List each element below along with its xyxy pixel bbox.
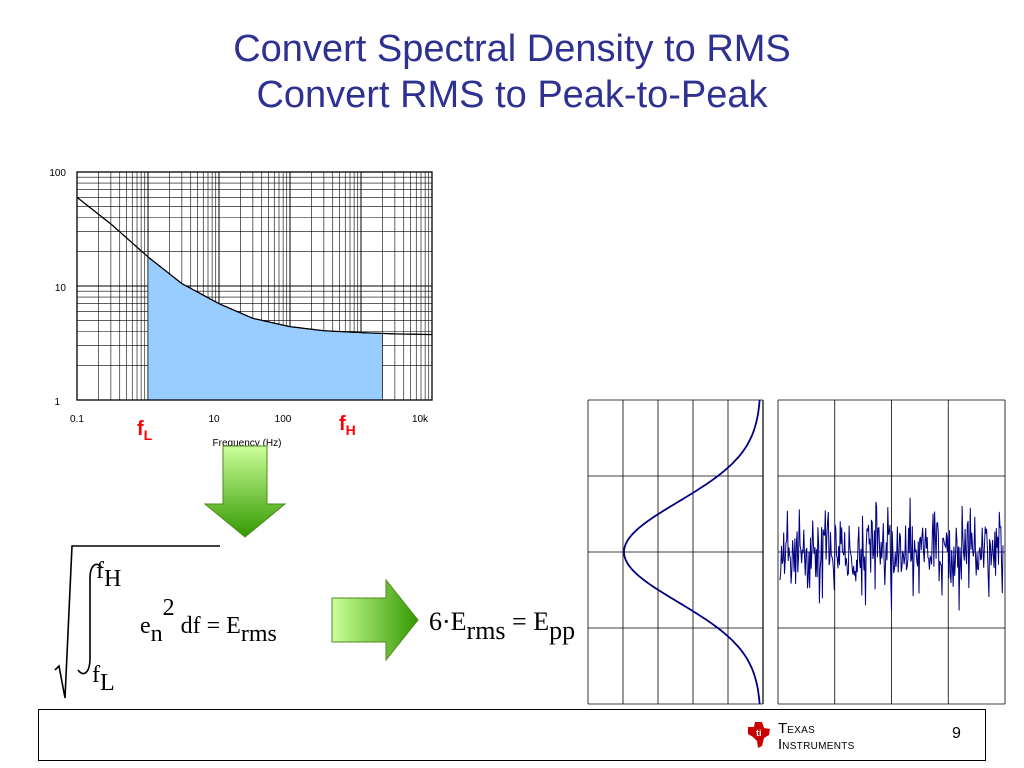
y-tick-label-10: 10	[55, 283, 67, 294]
integral-sign-icon	[77, 563, 103, 675]
footer-bar	[38, 709, 986, 761]
gaussian-curve	[623, 399, 761, 705]
page-number: 9	[952, 725, 961, 742]
sqrt-sign-icon	[54, 545, 220, 699]
noise-density-chart: 100 10 1 0.1 10 100 10k Frequency (Hz) f…	[49, 168, 433, 449]
svg-text:ti: ti	[756, 728, 762, 738]
noise-grid	[777, 399, 1006, 705]
f-low-label: fL	[137, 418, 153, 443]
x-tick-label-100: 100	[275, 414, 292, 425]
texas-instruments-logo-icon: ti	[748, 722, 770, 748]
y-tick-label-1: 1	[54, 397, 60, 408]
integrand: en2df = Erms	[140, 595, 277, 647]
f-high-label: fH	[339, 413, 356, 438]
title-line-2: Convert RMS to Peak-to-Peak	[256, 74, 768, 116]
noise-density-curve	[76, 196, 433, 336]
gaussian-chart	[587, 399, 764, 705]
x-axis-label: Frequency (Hz)	[213, 438, 282, 449]
gaussian-grid	[587, 399, 764, 705]
x-tick-label-0.1: 0.1	[70, 414, 84, 425]
x-tick-label-10: 10	[208, 414, 220, 425]
integration-band-fill	[147, 256, 383, 401]
noise-waveform-chart	[777, 399, 1006, 705]
y-tick-label-100: 100	[49, 168, 66, 179]
chart-frame	[76, 171, 433, 401]
texas-instruments-wordmark: TEXAS INSTRUMENTS	[778, 720, 855, 753]
x-tick-label-10k: 10k	[412, 414, 429, 425]
integral-lower-limit: fL	[92, 662, 115, 696]
integral-equation: fH fL en2df = Erms	[54, 545, 277, 699]
down-arrow-icon	[203, 445, 287, 538]
integral-upper-limit: fH	[96, 558, 121, 592]
noise-waveform	[779, 497, 1004, 611]
slide-title: Convert Spectral Density to RMS Convert …	[0, 26, 1024, 118]
peak-to-peak-equation: 6·Erms = Epp	[429, 607, 575, 645]
title-line-1: Convert Spectral Density to RMS	[233, 28, 791, 70]
pp-equation-text: 6·Erms = Epp	[429, 607, 575, 645]
right-arrow-icon	[331, 578, 419, 662]
